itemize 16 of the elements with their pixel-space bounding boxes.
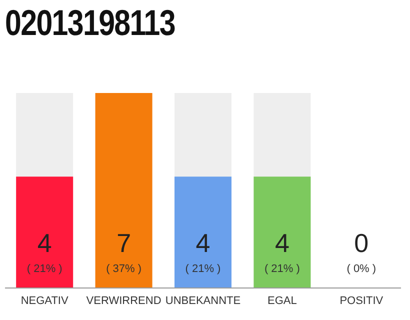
annotation: ( 37% ) [105, 262, 143, 276]
annotation: ( 0% ) [346, 262, 378, 276]
x-tick-label: NEGATIV [20, 294, 69, 307]
annotation: ( 21% ) [26, 262, 64, 276]
data-label: 0 [353, 228, 370, 258]
annotation: ( 21% ) [263, 262, 301, 276]
chart-title: 02013198113 [5, 2, 175, 44]
x-tick-label: EGAL [268, 294, 297, 307]
data-label: 4 [194, 228, 212, 258]
data-label: 4 [274, 228, 290, 258]
annotation: ( 21% ) [184, 262, 222, 276]
data-label: 7 [116, 228, 132, 258]
x-tick-label: VERWIRREND [86, 294, 162, 307]
x-tick-label: UNBEKANNTE [165, 294, 241, 307]
data-label: 4 [36, 228, 53, 258]
x-tick-label: POSITIV [340, 294, 384, 307]
